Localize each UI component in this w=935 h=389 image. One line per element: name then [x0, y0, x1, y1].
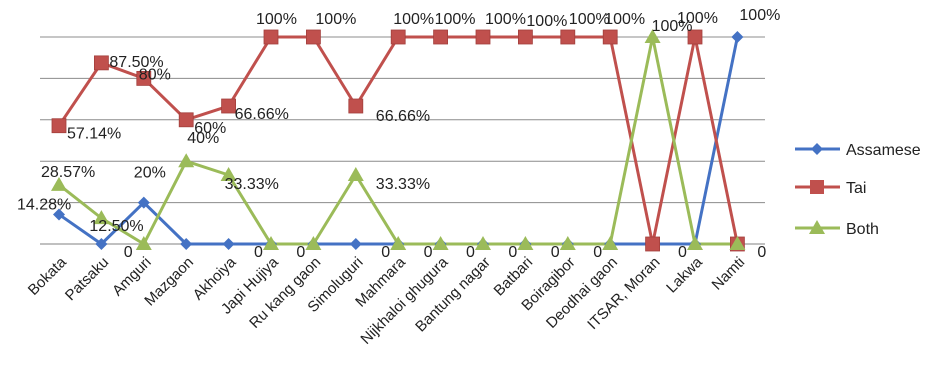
data-label-tai: 100% — [256, 11, 297, 28]
data-label-tai: 60% — [194, 120, 226, 137]
point-both — [517, 236, 534, 250]
data-label-tai: 100% — [435, 11, 476, 28]
point-tai — [178, 112, 194, 128]
series-markers — [51, 29, 746, 252]
data-label-both: 0 — [508, 244, 517, 261]
point-both — [220, 167, 237, 182]
point-tai — [305, 29, 321, 45]
point-tai — [348, 98, 364, 114]
data-label-tai: 100% — [393, 11, 434, 28]
point-both — [347, 167, 364, 182]
point-both — [390, 236, 407, 250]
data-label-tai: 87.50% — [109, 54, 163, 71]
x-tick-label: Bantung nagar — [412, 254, 494, 336]
data-label-both: 33.33% — [376, 176, 430, 193]
point-tai — [645, 236, 660, 252]
point-tai — [51, 118, 67, 134]
point-both — [51, 176, 67, 191]
point-tai — [602, 29, 618, 45]
data-label-both: 28.57% — [41, 164, 95, 181]
point-assamese — [180, 238, 193, 250]
data-label-tai: 100% — [569, 11, 610, 28]
data-label-assamese: 100% — [739, 7, 780, 24]
data-label-both: 100% — [652, 18, 693, 35]
point-assamese — [95, 238, 108, 250]
point-both — [644, 29, 661, 43]
data-label-tai: 100% — [604, 11, 645, 28]
point-tai — [136, 71, 152, 86]
point-tai — [94, 55, 109, 71]
point-tai — [518, 29, 533, 45]
legend-label-tai: Tai — [846, 180, 866, 197]
data-label-assamese: 20% — [134, 165, 166, 182]
data-label-tai: 100% — [315, 11, 356, 28]
data-label-both: 12.50% — [89, 218, 143, 235]
point-both — [559, 236, 576, 250]
x-tick-label: Namti — [709, 254, 749, 294]
data-label-both: 40% — [187, 130, 219, 147]
data-label-both: 0 — [381, 244, 390, 261]
point-both — [687, 236, 703, 250]
point-both — [602, 236, 619, 250]
data-label-tai: 100% — [485, 11, 526, 28]
point-tai — [475, 29, 491, 45]
data-label-tai: 80% — [139, 66, 171, 83]
point-assamese — [349, 238, 362, 250]
data-label-both: 33.33% — [225, 176, 279, 193]
data-label-both: 0 — [678, 244, 687, 261]
data-label-tai: 100% — [526, 13, 567, 30]
point-both — [475, 236, 491, 250]
x-tick-label: Patsaku — [62, 254, 112, 304]
point-both — [432, 236, 449, 250]
data-label-both: 0 — [757, 244, 766, 261]
data-label-tai: 57.14% — [67, 126, 121, 143]
point-assamese — [53, 208, 65, 221]
data-labels: 14.28% 20% 100% 57.14% 87.50%80% 60% 66.66% 100… — [17, 7, 780, 261]
data-label-both: 0 — [254, 244, 263, 261]
data-label-both: 0 — [296, 244, 305, 261]
data-label-tai: 66.66% — [376, 108, 430, 125]
point-assamese — [137, 196, 150, 209]
point-tai — [221, 98, 237, 114]
point-both — [178, 153, 195, 168]
legend: Assamese Tai Both — [795, 142, 921, 238]
data-label-both: 0 — [593, 244, 602, 261]
point-tai — [390, 29, 406, 45]
legend-marker-tai — [810, 180, 824, 194]
data-label-both: 0 — [551, 244, 560, 261]
point-tai — [433, 29, 449, 45]
legend-label-both: Both — [846, 221, 879, 238]
data-label-tai: 66.66% — [235, 106, 289, 123]
data-label-tai: 100% — [677, 10, 718, 27]
point-both — [263, 236, 279, 250]
legend-marker-both — [809, 220, 825, 234]
point-tai — [560, 29, 576, 45]
point-both — [93, 210, 110, 225]
point-both — [135, 236, 152, 250]
point-assamese — [222, 238, 235, 250]
data-label-both: 0 — [424, 244, 433, 261]
point-assamese — [731, 31, 744, 43]
point-tai — [687, 29, 703, 45]
point-both — [729, 236, 746, 250]
legend-marker-assamese — [811, 143, 823, 155]
data-label-assamese: 14.28% — [17, 196, 71, 213]
point-both — [305, 236, 322, 250]
data-label-both: 0 — [124, 244, 133, 261]
legend-label-assamese: Assamese — [846, 142, 921, 159]
point-tai — [263, 29, 279, 45]
data-label-both: 0 — [466, 244, 475, 261]
